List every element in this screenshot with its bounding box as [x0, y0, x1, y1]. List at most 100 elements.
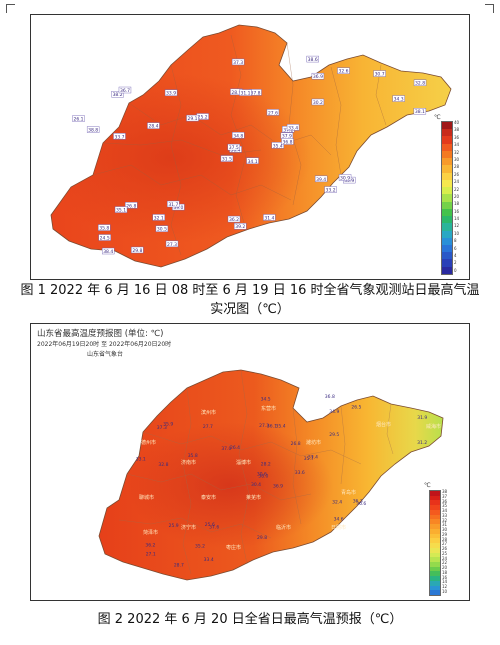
- city-name-label: 淄博市: [236, 459, 251, 466]
- legend-label: 8: [454, 238, 457, 244]
- station-label-box: [131, 246, 144, 254]
- legend-label: 0: [454, 267, 457, 273]
- station-temperature-label: 25.9: [169, 523, 179, 529]
- station-temperature-label: 37.9: [282, 134, 292, 140]
- station-temperature-label: 31.9: [417, 415, 427, 421]
- legend-label: 36: [442, 498, 448, 504]
- legend-swatch: [430, 538, 440, 544]
- station-label-box: [234, 222, 247, 230]
- station-temperature-label: 37.6: [209, 525, 219, 531]
- station-temperature-label: 36.2: [229, 217, 239, 223]
- legend-swatch: [442, 143, 452, 151]
- station-temperature-label: 35.8: [188, 453, 198, 459]
- legend-label: 24: [454, 179, 460, 185]
- legend-swatch: [430, 552, 440, 558]
- city-name-label: 烟台市: [376, 421, 391, 428]
- station-temperature-label: 28.9: [231, 90, 241, 96]
- figure2-map-panel: 山东省最高温度预报图 (单位: ℃) 2022年06月19日20时 至 2022…: [30, 323, 470, 601]
- station-label-box: [186, 114, 199, 122]
- legend-swatch: [442, 194, 452, 202]
- station-temperature-label: 28.2: [261, 461, 271, 467]
- legend-swatch: [442, 244, 452, 253]
- figure1-station-labels: 34.138.236.435.837.139.038.637.836.935.4…: [72, 55, 427, 255]
- legend-label: 22: [454, 186, 460, 192]
- legend-swatch: [430, 500, 440, 506]
- city-name-label: 枣庄市: [226, 544, 241, 551]
- station-temperature-label: 25.2: [198, 115, 208, 121]
- station-temperature-label: 27.6: [268, 110, 278, 116]
- legend-label: 20: [442, 565, 448, 570]
- legend-label: 22: [442, 560, 448, 566]
- legend-label: 29: [442, 531, 448, 537]
- figure1-color-legend: [441, 121, 453, 275]
- legend-swatch: [430, 547, 440, 553]
- legend-swatch: [430, 528, 440, 534]
- legend-swatch: [442, 237, 452, 245]
- legend-swatch: [430, 585, 440, 591]
- station-label-box: [98, 224, 111, 231]
- legend-label: 27: [442, 541, 448, 547]
- station-label-box: [165, 240, 179, 248]
- legend-label: 40: [454, 120, 460, 125]
- figure1-legend-labels: 40 38 36 34 32 30 28 26 24 22 20 18 16 14 12 10 8 6 4 2 0: [454, 121, 459, 273]
- station-label-box: [98, 234, 111, 241]
- station-label-box: [413, 79, 427, 86]
- station-label-box: [239, 89, 252, 96]
- station-temperature-label: 30.9: [340, 175, 350, 181]
- station-temperature-label: 29.8: [132, 248, 142, 254]
- legend-label: 32: [454, 149, 460, 155]
- legend-label: 24: [442, 555, 448, 561]
- station-temperature-label: 39.0: [173, 205, 183, 211]
- legend-label: 35: [442, 503, 448, 509]
- legend-swatch: [442, 158, 452, 166]
- figure2-color-legend: [429, 490, 441, 596]
- figure2-caption: 图 2 2022 年 6 月 20 日全省日最高气温预报（℃）: [97, 612, 403, 627]
- legend-label: 14: [454, 216, 460, 222]
- legend-swatch: [442, 208, 452, 217]
- figure1-caption-line1: 图 1 2022 年 6 月 16 日 08 时至 6 月 19 日 16 时全…: [20, 283, 480, 298]
- station-label-box: [86, 126, 100, 133]
- station-label-box: [113, 133, 126, 140]
- station-label-box: [125, 202, 138, 209]
- legend-label: 18: [442, 569, 448, 575]
- legend-swatch: [442, 172, 452, 180]
- station-temperature-label: 39.2: [235, 224, 245, 230]
- legend-label: 26: [442, 546, 448, 551]
- figure2-map-period: 2022年06月19日20时 至 2022年06月20日20时: [37, 341, 172, 348]
- legend-label: 37: [442, 493, 448, 499]
- figure2-map: 36.9 37.3 38.0 36.2 35.7 37.6 36.8 35.4 34.9 33.6…: [98, 369, 444, 581]
- legend-label: 32: [442, 517, 448, 523]
- legend-label: 31: [442, 522, 448, 528]
- legend-swatch: [430, 514, 440, 520]
- station-temperature-label: 36.9: [273, 484, 283, 490]
- legend-swatch: [430, 509, 440, 515]
- station-temperature-label: 27.7: [203, 424, 213, 430]
- legend-label: 12: [442, 584, 448, 589]
- station-temperature-label: 37.3: [233, 60, 243, 66]
- figure2-station-labels: 36.9 37.3 38.0 36.2 35.7 37.6 36.8 35.4 34.9 33.6…: [136, 394, 441, 568]
- station-temperature-label: 31.2: [417, 440, 427, 446]
- legend-label: 16: [454, 208, 460, 214]
- station-label-box: [72, 115, 85, 122]
- station-temperature-label: 38.4: [103, 249, 113, 255]
- station-temperature-label: 30.5: [157, 227, 167, 233]
- legend-swatch: [430, 524, 440, 529]
- station-label-box: [266, 109, 280, 116]
- city-name-label: 莱芜市: [246, 494, 261, 501]
- city-name-label: 青岛市: [341, 489, 356, 496]
- station-label-box: [155, 225, 169, 232]
- station-temperature-label: 31.7: [168, 202, 178, 208]
- corner-mark: [6, 4, 15, 13]
- legend-swatch: [430, 543, 440, 548]
- station-temperature-label: 35.4: [273, 143, 283, 149]
- station-label-box: [227, 215, 241, 223]
- legend-swatch: [442, 201, 452, 209]
- station-temperature-label: 33.6: [295, 470, 305, 476]
- legend-label: 26: [454, 171, 460, 177]
- station-temperature-label: 37.0: [221, 446, 231, 452]
- figure1-legend-unit: ℃: [434, 114, 441, 121]
- station-temperature-label: 29.8: [257, 535, 267, 541]
- legend-label: 38: [442, 489, 448, 494]
- station-temperature-label: 32.6: [338, 69, 348, 75]
- station-label-box: [147, 122, 160, 129]
